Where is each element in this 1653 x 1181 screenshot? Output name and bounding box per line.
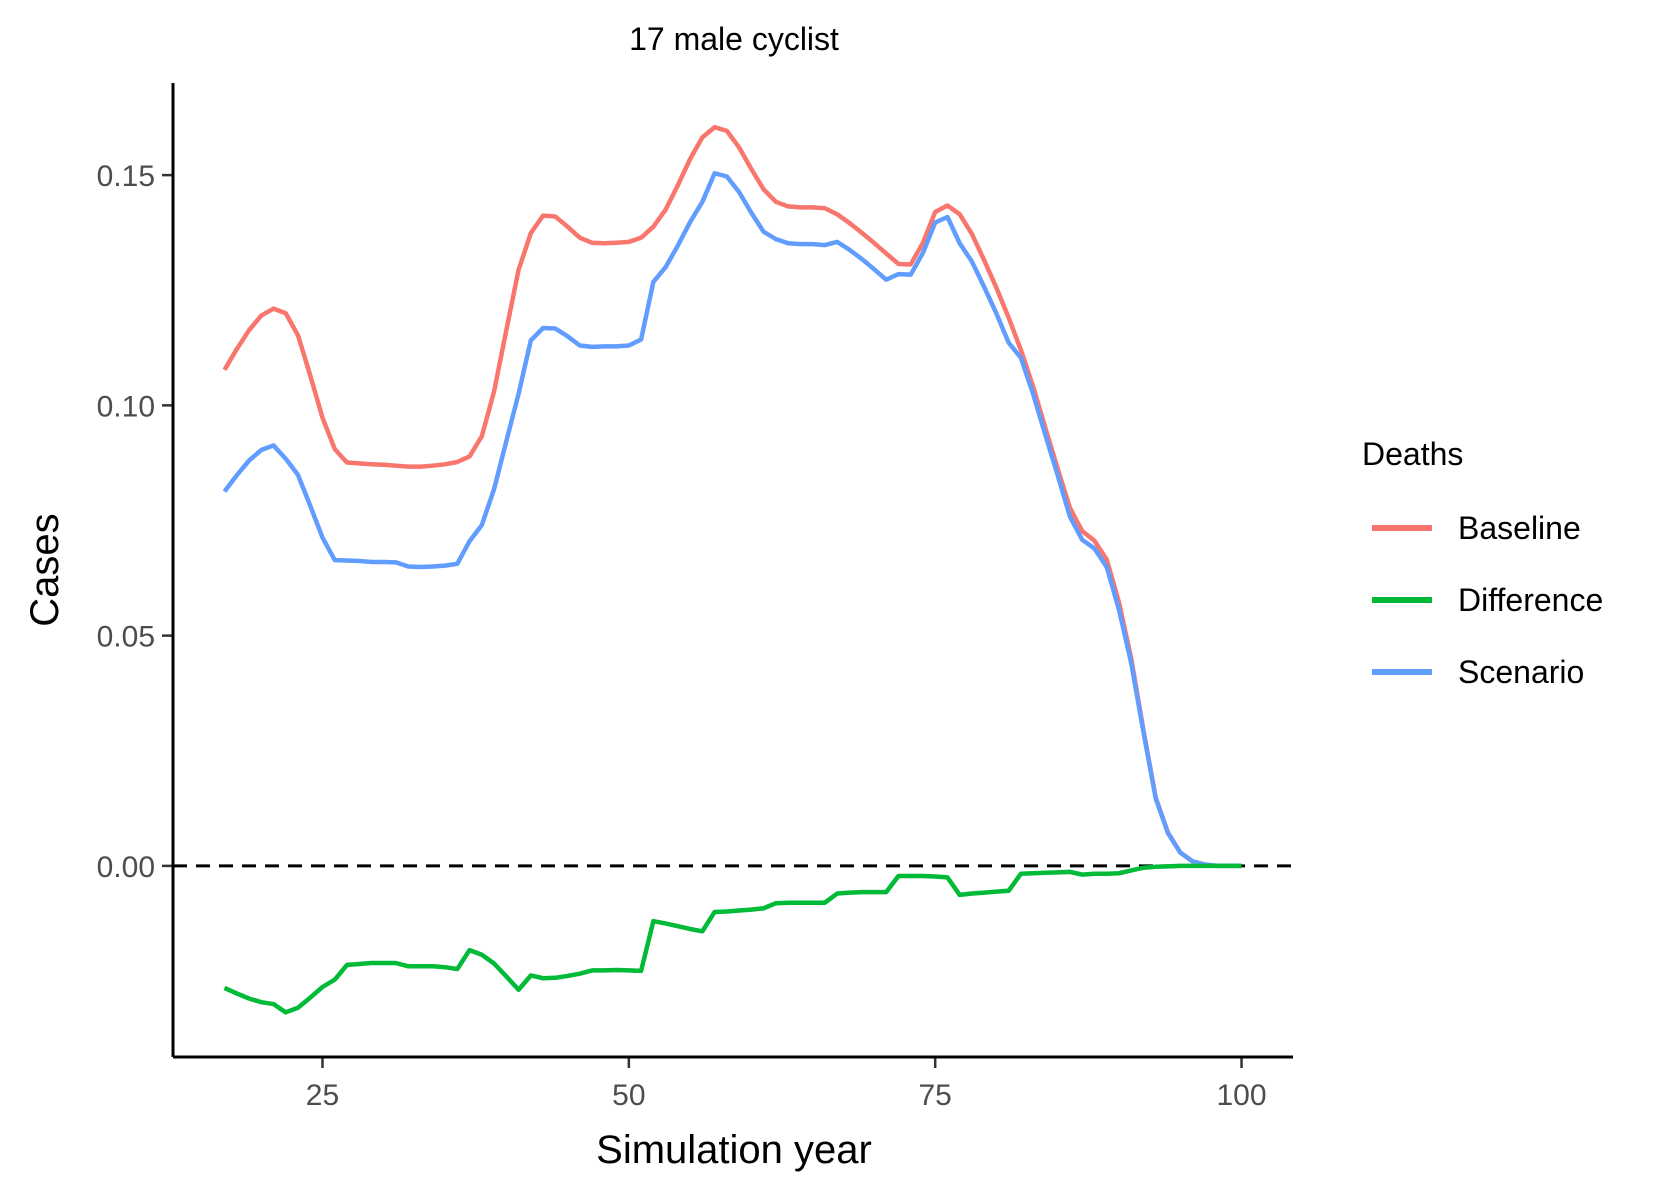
chart-title: 17 male cyclist: [629, 21, 839, 57]
tick-marks: [162, 173, 1243, 1068]
legend-items: Baseline Difference Scenario: [1372, 510, 1603, 690]
legend-item-difference: Difference: [1372, 582, 1603, 618]
axes: [171, 83, 1293, 1059]
x-tick-label: 100: [1217, 1079, 1267, 1112]
legend: Deaths Baseline Difference Scenario: [1362, 436, 1603, 690]
series-line-difference: [223, 863, 1242, 1015]
y-tick-label: 0.05: [97, 621, 155, 654]
legend-item-scenario: Scenario: [1372, 654, 1584, 690]
series-lines: [222, 124, 1242, 1015]
legend-item-baseline: Baseline: [1372, 510, 1581, 546]
x-tick-label: 75: [919, 1079, 952, 1112]
y-tick-label: 0.10: [97, 390, 155, 423]
tick-labels: 0.00 0.05 0.10 0.15 25 50 75 100: [97, 160, 1267, 1112]
x-tick-label: 25: [306, 1079, 339, 1112]
y-axis-title: Cases: [23, 513, 67, 626]
series-line-scenario: [222, 171, 1242, 869]
y-tick-label: 0.00: [97, 851, 155, 884]
legend-label: Baseline: [1458, 510, 1581, 546]
y-tick-label: 0.15: [97, 160, 155, 193]
series-line-baseline: [222, 124, 1242, 869]
legend-label: Scenario: [1458, 654, 1584, 690]
x-axis-title: Simulation year: [596, 1128, 872, 1172]
legend-label: Difference: [1458, 582, 1603, 618]
legend-title: Deaths: [1362, 436, 1463, 472]
x-tick-label: 50: [612, 1079, 645, 1112]
